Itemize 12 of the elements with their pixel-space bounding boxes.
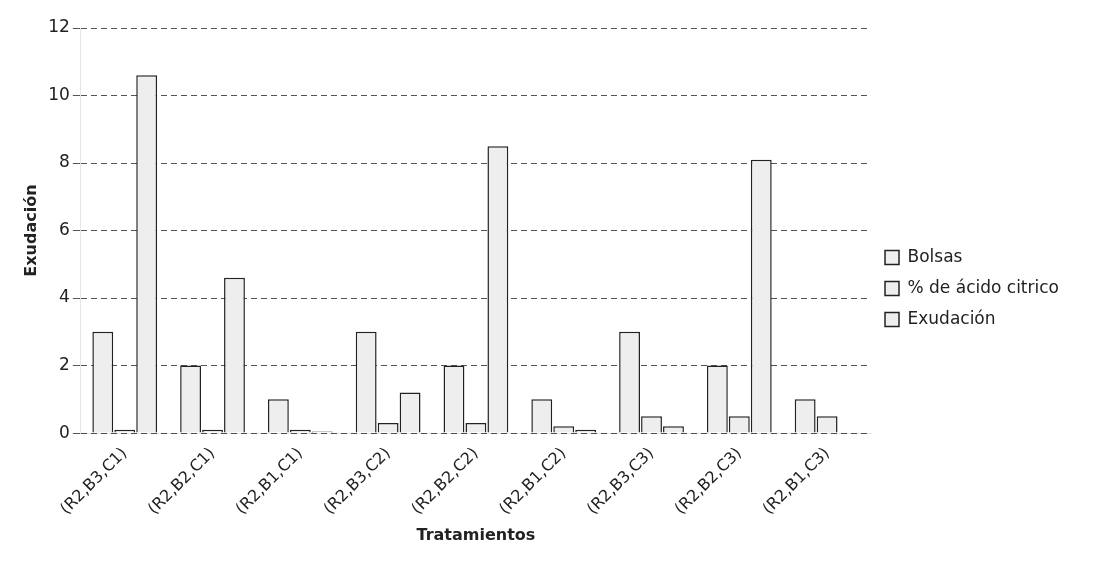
y-tick-label: 8 (59, 151, 70, 172)
legend-label: % de ácido citrico (907, 276, 1060, 297)
y-tick-label: 6 (59, 218, 70, 239)
y-axis-title: Exudación (20, 184, 40, 277)
y-tick-label: 2 (59, 353, 70, 374)
y-tick-label: 0 (59, 421, 70, 442)
legend-label: Exudación (907, 307, 996, 328)
y-tick-label: 12 (48, 16, 70, 37)
y-tick-label: 10 (48, 83, 70, 104)
y-tick-label: 4 (59, 286, 70, 307)
x-axis-title: Tratamientos (416, 524, 536, 544)
legend-label: Bolsas (907, 245, 963, 266)
